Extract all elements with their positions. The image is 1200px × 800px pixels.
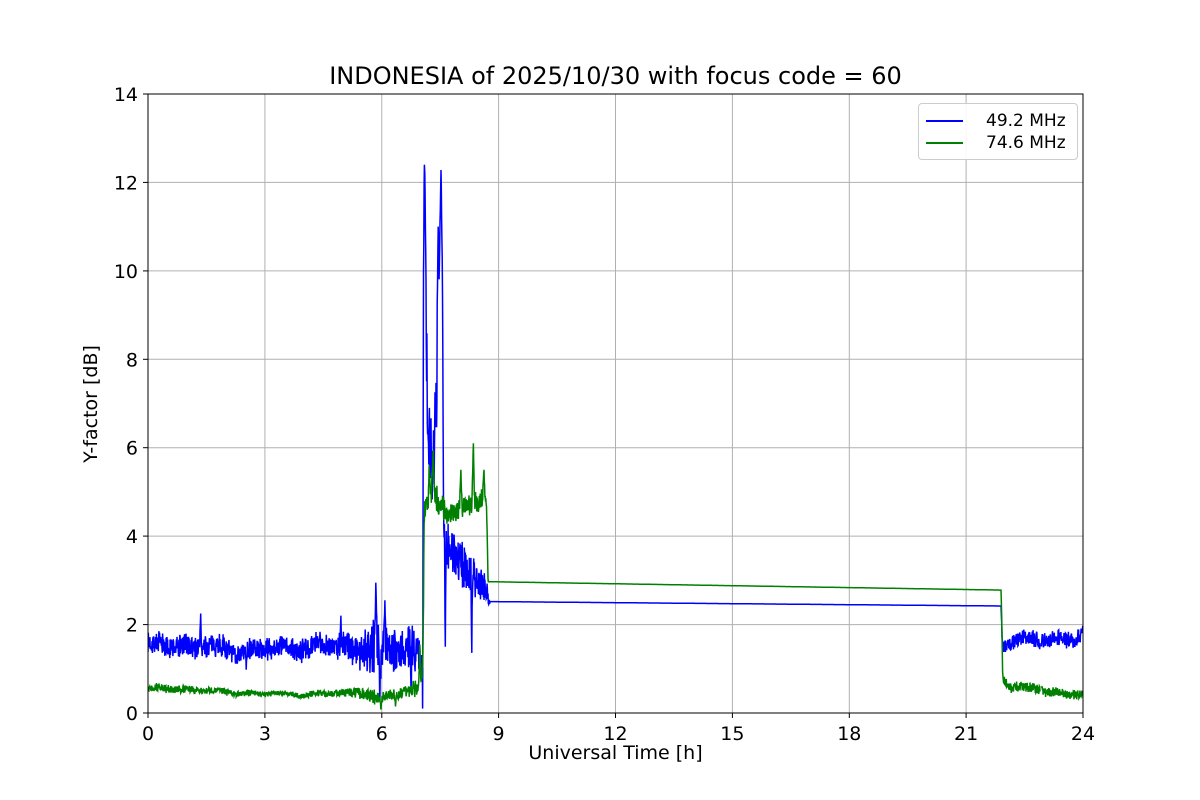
legend-label-74-6-mhz: 74.6 MHz (986, 133, 1066, 153)
y-tick-label-8: 8 (126, 349, 138, 371)
x-tick-label-0: 0 (142, 723, 154, 745)
legend: 49.2 MHz 74.6 MHz (918, 103, 1078, 160)
x-tick-label-15: 15 (720, 723, 744, 745)
chart-title: INDONESIA of 2025/10/30 with focus code … (329, 62, 902, 90)
series-group (148, 164, 1083, 710)
x-tick-label-24: 24 (1071, 723, 1095, 745)
y-axis-label: Y-factor [dB] (80, 345, 102, 463)
y-tick-label-2: 2 (126, 615, 138, 637)
y-tick-label-6: 6 (126, 438, 138, 460)
x-tick-label-12: 12 (603, 723, 627, 745)
series-line-0-49-2-mhz (148, 164, 1083, 709)
x-tick-label-21: 21 (954, 723, 978, 745)
x-tick-label-6: 6 (376, 723, 388, 745)
legend-line-sample-green (926, 142, 963, 144)
legend-label-49-2-mhz: 49.2 MHz (986, 111, 1066, 131)
y-tick-label-10: 10 (114, 261, 138, 283)
y-tick-label-14: 14 (114, 84, 138, 106)
legend-line-sample-blue (926, 120, 963, 122)
series-line-1-74-6-mhz (148, 443, 1083, 710)
y-tick-label-0: 0 (126, 703, 138, 725)
legend-entry-74-6-mhz: 74.6 MHz (919, 132, 1077, 154)
gridlines (147, 93, 1084, 714)
x-tick-label-18: 18 (837, 723, 861, 745)
x-tick-label-3: 3 (259, 723, 271, 745)
y-tick-label-12: 12 (114, 172, 138, 194)
legend-entry-49-2-mhz: 49.2 MHz (919, 110, 1077, 132)
y-tick-label-4: 4 (126, 526, 138, 548)
tick-marks (143, 93, 1084, 718)
x-tick-label-9: 9 (493, 723, 505, 745)
x-axis-label: Universal Time [h] (528, 742, 703, 764)
